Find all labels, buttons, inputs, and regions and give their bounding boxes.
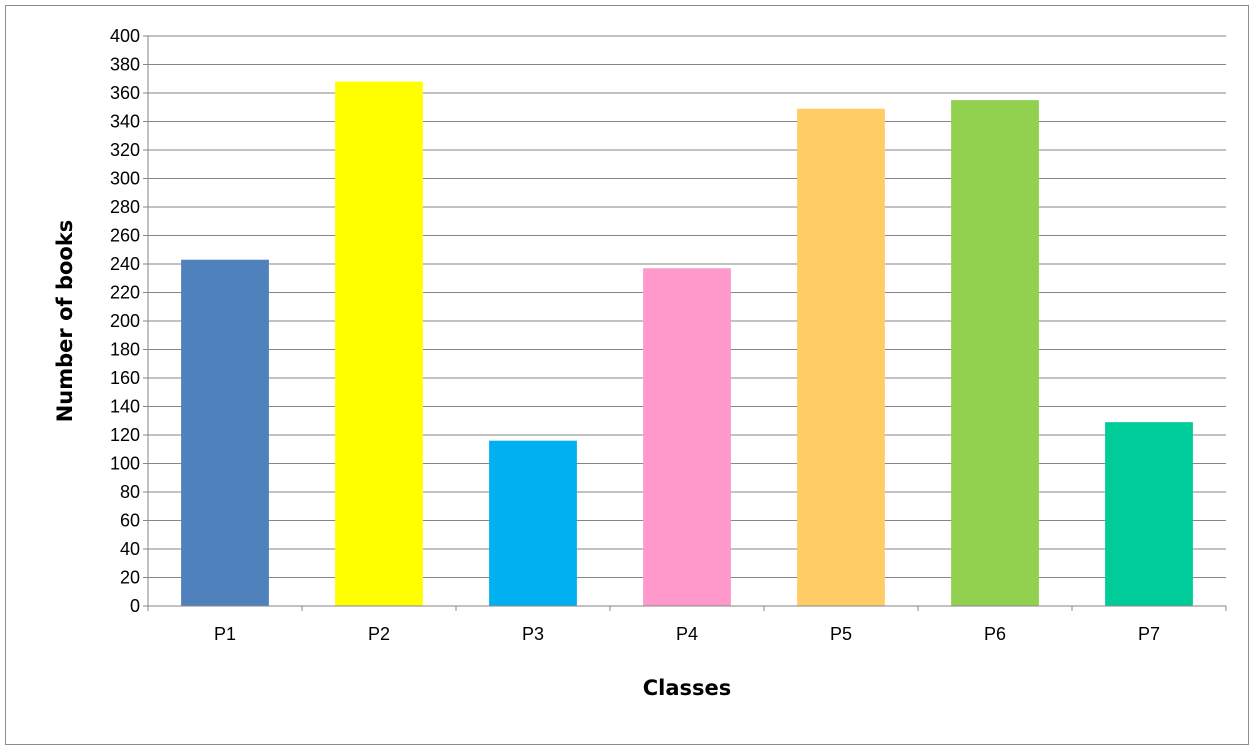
x-tick-label-p4: P4 xyxy=(676,624,698,644)
y-tick-label: 360 xyxy=(110,83,140,103)
y-tick-label: 280 xyxy=(110,197,140,217)
y-tick-label: 220 xyxy=(110,283,140,303)
x-tick-label-p7: P7 xyxy=(1138,624,1160,644)
y-tick-label: 320 xyxy=(110,140,140,160)
bar-p4 xyxy=(643,268,731,606)
bar-p6 xyxy=(951,100,1039,606)
bar-p5 xyxy=(797,108,885,607)
bar-p1 xyxy=(181,259,269,606)
y-tick-label: 200 xyxy=(110,311,140,331)
y-tick-label: 140 xyxy=(110,397,140,417)
y-tick-label: 340 xyxy=(110,112,140,132)
y-tick-label: 80 xyxy=(120,482,140,502)
y-tick-label: 20 xyxy=(120,568,140,588)
bars xyxy=(181,81,1193,607)
x-axis-title: Classes xyxy=(643,676,732,700)
x-tick-label-p2: P2 xyxy=(368,624,390,644)
bar-p7 xyxy=(1105,422,1193,606)
y-tick-label: 240 xyxy=(110,254,140,274)
x-axis-ticks: P1 P2 P3 P4 P5 P6 P7 xyxy=(147,606,1227,644)
y-tick-label: 300 xyxy=(110,169,140,189)
y-tick-label: 40 xyxy=(120,539,140,559)
y-tick-label: 120 xyxy=(110,425,140,445)
y-tick-label: 180 xyxy=(110,340,140,360)
y-tick-label: 400 xyxy=(110,26,140,46)
y-tick-label: 380 xyxy=(110,55,140,75)
y-tick-label: 160 xyxy=(110,368,140,388)
y-axis-ticks: 0 20 40 60 80 100 120 140 160 180 200 220 240 260 280 3… xyxy=(110,26,148,616)
y-tick-label: 100 xyxy=(110,454,140,474)
y-tick-label: 260 xyxy=(110,226,140,246)
bar-p3 xyxy=(489,440,577,606)
x-tick-label-p3: P3 xyxy=(522,624,544,644)
x-tick-label-p6: P6 xyxy=(984,624,1006,644)
bar-p2 xyxy=(335,81,423,607)
x-tick-label-p5: P5 xyxy=(830,624,852,644)
y-tick-label: 60 xyxy=(120,511,140,531)
y-axis-title: Number of books xyxy=(53,220,77,423)
y-tick-label: 0 xyxy=(130,596,140,616)
x-tick-label-p1: P1 xyxy=(214,624,236,644)
